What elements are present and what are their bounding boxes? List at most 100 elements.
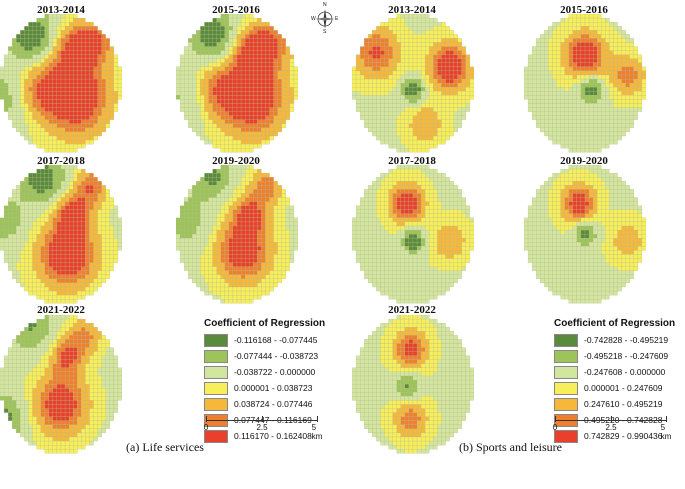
grid-cell xyxy=(200,286,205,292)
grid-cell xyxy=(77,331,82,336)
grid-cell xyxy=(81,375,86,381)
grid-cell xyxy=(548,74,553,80)
grid-cell xyxy=(64,74,70,80)
grid-cell xyxy=(429,91,434,96)
grid-cell xyxy=(277,87,282,92)
grid-cell xyxy=(273,250,278,255)
grid-cell xyxy=(73,436,78,442)
grid-cell xyxy=(64,286,70,292)
grid-cell xyxy=(105,42,110,47)
grid-cell xyxy=(81,388,86,393)
grid-cell xyxy=(97,347,102,352)
grid-cell xyxy=(253,46,258,51)
grid-cell xyxy=(69,70,74,76)
grid-cell xyxy=(32,50,37,55)
grid-cell xyxy=(277,238,282,243)
grid-cell xyxy=(281,50,286,55)
grid-cell xyxy=(32,95,37,100)
grid-cell xyxy=(32,339,37,344)
grid-cell xyxy=(257,123,262,128)
grid-cell xyxy=(77,388,82,393)
grid-cell xyxy=(32,62,37,67)
grid-cell xyxy=(236,119,242,124)
grid-cell xyxy=(40,266,45,271)
grid-cell xyxy=(69,449,74,454)
grid-cell xyxy=(236,278,242,284)
grid-cell xyxy=(52,270,58,275)
grid-cell xyxy=(28,400,33,405)
grid-cell xyxy=(101,66,106,72)
grid-cell xyxy=(81,408,86,413)
grid-cell xyxy=(269,205,274,210)
grid-cell xyxy=(184,83,189,88)
grid-cell xyxy=(77,254,82,259)
grid-cell xyxy=(56,290,62,296)
grid-cell xyxy=(64,46,70,51)
grid-cell xyxy=(425,22,430,27)
grid-cell xyxy=(56,119,62,124)
grid-cell xyxy=(12,201,17,206)
grid-cell xyxy=(24,432,29,438)
grid-cell xyxy=(28,282,33,288)
grid-cell xyxy=(48,42,53,47)
grid-cell xyxy=(44,371,49,377)
grid-cell xyxy=(552,127,557,133)
grid-cell xyxy=(212,30,217,35)
grid-cell xyxy=(28,384,33,389)
grid-cell xyxy=(532,83,537,88)
grid-cell xyxy=(77,127,82,133)
grid-cell xyxy=(16,193,21,198)
grid-cell xyxy=(73,416,78,421)
grid-cell xyxy=(20,217,25,223)
grid-cell xyxy=(285,201,290,206)
grid-cell xyxy=(220,14,225,19)
grid-cell xyxy=(101,189,106,194)
grid-cell xyxy=(32,400,37,405)
grid-cell xyxy=(245,205,250,210)
grid-cell xyxy=(208,115,213,120)
grid-cell xyxy=(3,355,9,360)
grid-cell xyxy=(117,91,122,96)
grid-cell xyxy=(245,135,250,141)
grid-cell xyxy=(253,290,258,296)
grid-cell xyxy=(228,189,234,194)
grid-cell xyxy=(109,371,114,377)
grid-cell xyxy=(240,254,246,259)
grid-cell xyxy=(433,26,438,31)
grid-cell xyxy=(236,250,242,255)
grid-cell xyxy=(429,119,434,124)
grid-cell xyxy=(105,371,110,377)
grid-cell xyxy=(44,363,49,368)
grid-cell xyxy=(184,91,189,96)
grid-cell xyxy=(69,221,74,227)
grid-cell xyxy=(540,34,545,39)
grid-cell xyxy=(64,34,70,39)
grid-cell xyxy=(368,74,373,80)
grid-cell xyxy=(196,103,201,108)
grid-cell xyxy=(236,54,242,59)
grid-cell xyxy=(273,74,278,80)
grid-cell xyxy=(85,205,90,210)
grid-cell xyxy=(16,91,21,96)
grid-cell xyxy=(48,295,53,300)
grid-cell xyxy=(93,262,98,267)
grid-cell xyxy=(28,270,33,275)
grid-cell xyxy=(253,62,258,67)
grid-cell xyxy=(32,424,37,429)
grid-cell xyxy=(89,258,94,263)
grid-cell xyxy=(28,205,33,210)
grid-cell xyxy=(208,209,213,214)
grid-cell xyxy=(469,78,474,84)
grid-cell xyxy=(101,103,106,108)
grid-cell xyxy=(69,384,74,389)
grid-cell xyxy=(64,396,70,401)
grid-cell xyxy=(77,400,82,405)
grid-cell xyxy=(109,266,114,271)
grid-cell xyxy=(101,193,106,198)
grid-cell xyxy=(109,384,114,389)
grid-cell xyxy=(249,95,254,100)
grid-cell xyxy=(69,38,74,43)
grid-cell xyxy=(28,254,33,259)
grid-cell xyxy=(16,54,21,59)
grid-cell xyxy=(232,91,238,96)
